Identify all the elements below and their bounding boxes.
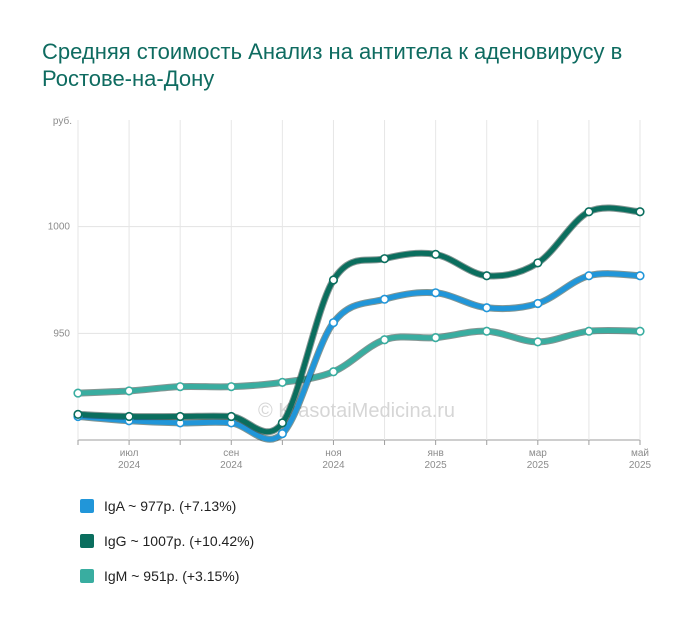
x-tick-year: 2025 <box>629 460 652 471</box>
data-point-igm[interactable] <box>226 382 236 392</box>
series-line-igm <box>75 327 643 396</box>
data-point-igm[interactable] <box>379 335 390 345</box>
x-tick-month: мар <box>529 448 547 459</box>
legend-swatch-igm <box>80 568 94 583</box>
data-point-iga[interactable] <box>533 298 543 309</box>
x-tick-year: 2025 <box>527 460 550 471</box>
data-point-igm[interactable] <box>431 333 441 343</box>
legend-swatch-igg <box>80 533 94 548</box>
y-unit-label: руб. <box>53 115 72 127</box>
axis-labels: 9501000руб.июл2024сен2024ноя2024янв2025м… <box>48 115 652 471</box>
data-point-igg[interactable] <box>328 275 339 285</box>
data-point-iga[interactable] <box>431 288 441 298</box>
y-tick-label: 1000 <box>48 222 71 233</box>
data-point-igm[interactable] <box>584 326 594 336</box>
data-point-igg[interactable] <box>175 411 185 422</box>
data-point-igg[interactable] <box>584 207 594 217</box>
watermark: © KrasotaiMedicina.ru <box>258 400 455 422</box>
legend-item-igm[interactable]: IgM ~ 951р. (+3.15%) <box>80 558 254 593</box>
data-point-igg[interactable] <box>482 271 492 281</box>
x-tick-month: сен <box>223 448 239 459</box>
data-point-igm[interactable] <box>73 388 83 398</box>
data-point-igm[interactable] <box>124 386 134 396</box>
x-tick-month: май <box>631 448 649 459</box>
x-tick-month: июл <box>120 448 139 459</box>
data-point-igg[interactable] <box>73 409 83 420</box>
data-point-iga[interactable] <box>482 303 492 313</box>
data-point-iga[interactable] <box>635 271 645 281</box>
data-point-igg[interactable] <box>635 207 645 217</box>
x-tick-year: 2024 <box>220 460 243 471</box>
data-point-igg[interactable] <box>533 258 543 268</box>
data-point-iga[interactable] <box>277 429 287 439</box>
series-outline-igg <box>74 204 644 436</box>
data-point-igm[interactable] <box>482 326 492 336</box>
data-point-igm[interactable] <box>277 377 287 388</box>
legend-item-iga[interactable]: IgA ~ 977р. (+7.13%) <box>80 488 254 523</box>
grid <box>77 120 641 445</box>
legend-item-igg[interactable]: IgG ~ 1007р. (+10.42%) <box>80 523 254 558</box>
line-chart: 9501000руб.июл2024сен2024ноя2024янв2025м… <box>48 115 652 471</box>
series-points <box>73 207 645 439</box>
data-point-iga[interactable] <box>379 294 390 304</box>
data-point-igg[interactable] <box>431 249 441 259</box>
y-tick-label: 950 <box>53 328 70 339</box>
x-tick-year: 2024 <box>322 460 345 471</box>
data-point-igm[interactable] <box>328 367 339 377</box>
data-point-igg[interactable] <box>379 254 390 264</box>
legend-label-igm: IgM ~ 951р. (+3.15%) <box>104 567 240 584</box>
data-point-igg[interactable] <box>124 411 134 422</box>
data-point-igg[interactable] <box>277 418 287 428</box>
data-point-iga[interactable] <box>584 271 594 281</box>
data-point-igm[interactable] <box>635 326 645 336</box>
legend-swatch-iga <box>80 498 94 513</box>
x-tick-year: 2025 <box>425 460 448 471</box>
data-point-igm[interactable] <box>533 337 543 347</box>
x-tick-month: ноя <box>325 448 342 459</box>
data-point-igg[interactable] <box>226 411 236 422</box>
legend-label-igg: IgG ~ 1007р. (+10.42%) <box>104 532 255 549</box>
data-point-igm[interactable] <box>175 382 185 392</box>
chart-title: Средняя стоимость Анализ на антитела к а… <box>42 39 623 91</box>
legend: IgA ~ 977р. (+7.13%) IgG ~ 1007р. (+10.4… <box>80 488 254 593</box>
x-tick-year: 2024 <box>118 460 141 471</box>
data-point-iga[interactable] <box>328 318 339 328</box>
x-tick-month: янв <box>428 448 444 459</box>
legend-label-iga: IgA ~ 977р. (+7.13%) <box>104 497 237 514</box>
